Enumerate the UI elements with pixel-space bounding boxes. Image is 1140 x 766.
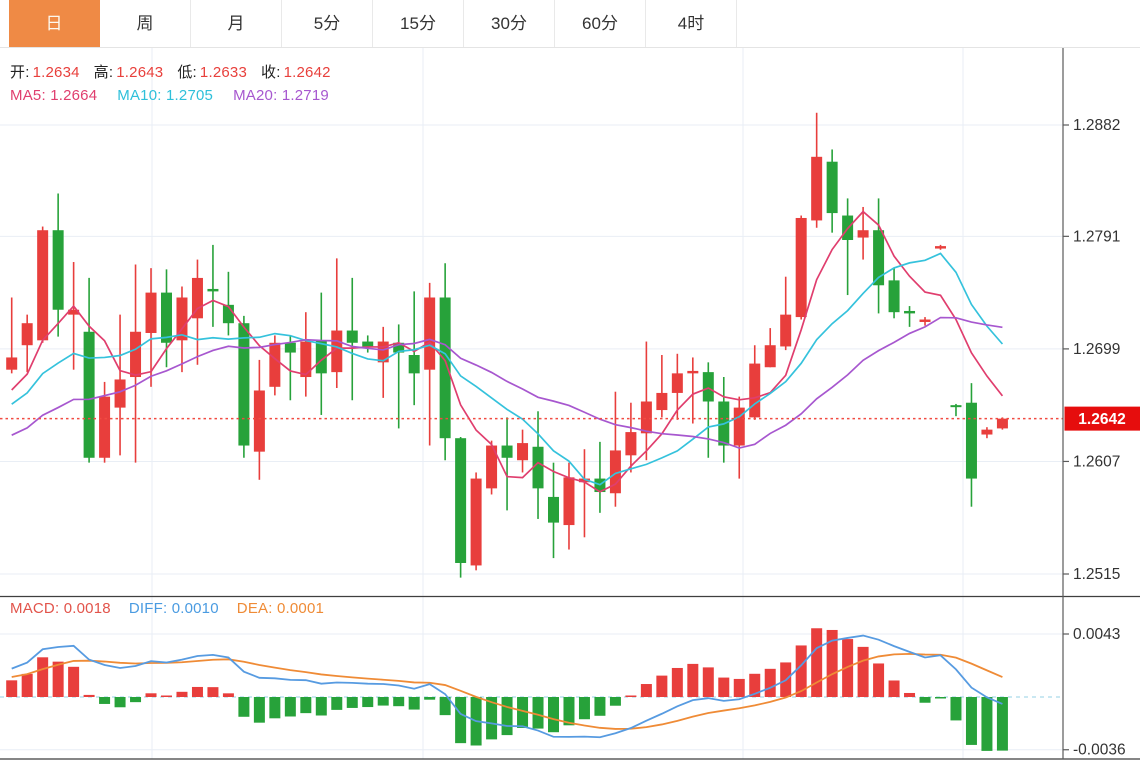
close-label: 收:	[261, 64, 281, 81]
axis-tick-label: 1.2607	[1073, 453, 1120, 470]
ma10-readout: MA10: 1.2705	[117, 87, 214, 104]
ma5-readout: MA5: 1.2664	[10, 87, 98, 104]
ma10-line	[11, 252, 1004, 486]
ohlc-readout: 开: 1.2634 高: 1.2643 低: 1.2633 收: 1.2642	[10, 61, 345, 82]
axis-tick-label: 1.2699	[1073, 341, 1120, 358]
axes: 1.2882 1.2791 1.2699 1.2607 1.2515 0.0043 -0.0…	[0, 48, 1140, 760]
macd-panel	[0, 628, 1063, 751]
ma20-readout: MA20: 1.2719	[233, 87, 329, 104]
diff-line	[11, 634, 1003, 739]
tab-day[interactable]: 日	[9, 0, 100, 47]
high-value: 1.2643	[116, 64, 164, 81]
tab-30min[interactable]: 30分	[464, 0, 555, 47]
ma-readout: MA5: 1.2664 MA10: 1.2705 MA20: 1.2719	[10, 87, 329, 104]
current-price-badge: 1.2642	[1064, 406, 1140, 431]
tab-5min[interactable]: 5分	[282, 0, 373, 47]
high-label: 高:	[93, 64, 114, 81]
tab-month[interactable]: 月	[191, 0, 282, 47]
close-value: 1.2642	[283, 64, 331, 81]
tab-4hour[interactable]: 4时	[646, 0, 737, 47]
axis-tick-label: 1.2882	[1073, 117, 1120, 134]
low-value: 1.2633	[199, 64, 248, 81]
candles	[6, 112, 1008, 578]
axis-tick-label: 0.0043	[1073, 626, 1120, 643]
gridlines	[0, 48, 1063, 759]
diff-value-readout: DIFF: 0.0010	[128, 600, 219, 617]
low-label: 低:	[177, 64, 197, 81]
macd-value-readout: MACD: 0.0018	[10, 600, 111, 617]
ma20-line	[11, 316, 1003, 449]
open-label: 开:	[10, 64, 30, 81]
axis-tick-label: -0.0036	[1073, 742, 1126, 759]
ma-lines	[11, 210, 1004, 493]
tab-week[interactable]: 周	[100, 0, 191, 47]
tab-60min[interactable]: 60分	[555, 0, 646, 47]
dea-line	[11, 652, 1003, 730]
tab-15min[interactable]: 15分	[373, 0, 464, 47]
dea-value-readout: DEA: 0.0001	[236, 600, 325, 617]
axis-tick-label: 1.2515	[1073, 566, 1120, 583]
open-value: 1.2634	[32, 64, 80, 81]
axis-tick-label: 1.2791	[1073, 228, 1120, 245]
timeframe-tabbar: 日 周 月 5分 15分 30分 60分 4时	[0, 0, 1140, 48]
macd-histogram	[6, 628, 1008, 751]
macd-readout: MACD: 0.0018 DIFF: 0.0010 DEA: 0.0001	[10, 600, 324, 617]
current-price-label: 1.2642	[1078, 411, 1125, 428]
